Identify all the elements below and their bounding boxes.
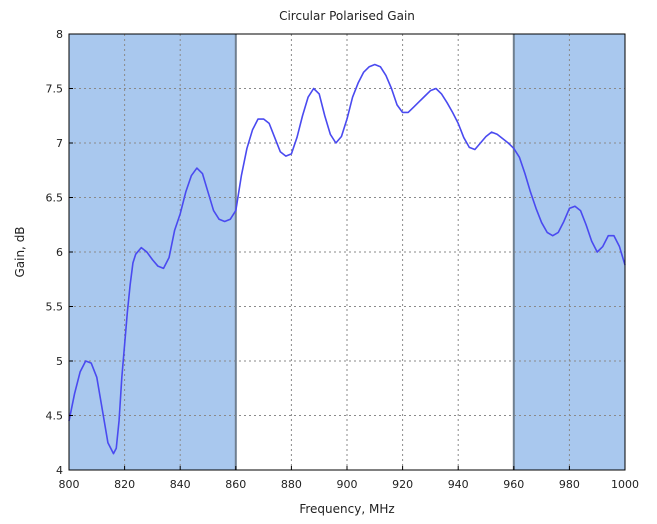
x-tick-label: 860 (225, 478, 246, 491)
x-tick-label: 840 (170, 478, 191, 491)
y-tick-label: 6 (56, 246, 63, 259)
x-tick-label: 920 (392, 478, 413, 491)
x-tick-label: 900 (337, 478, 358, 491)
y-tick-labels: 4 4.5 5 5.5 6 6.5 7 7.5 8 (46, 28, 73, 477)
shaded-band (69, 34, 236, 470)
x-tick-label: 940 (448, 478, 469, 491)
y-tick-label: 7 (56, 137, 63, 150)
x-tick-label: 880 (281, 478, 302, 491)
x-tick-label: 960 (503, 478, 524, 491)
y-tick-label: 4 (56, 464, 63, 477)
y-tick-label: 8 (56, 28, 63, 41)
y-tick-label: 5.5 (46, 301, 64, 314)
band-edges (234, 34, 515, 470)
y-tick-label: 6.5 (46, 192, 64, 205)
y-tick-label: 5 (56, 355, 63, 368)
y-tick-label: 7.5 (46, 83, 64, 96)
x-tick-label: 980 (559, 478, 580, 491)
x-tick-label: 1000 (611, 478, 639, 491)
chart-title: Circular Polarised Gain (279, 9, 415, 23)
series-group (68, 63, 626, 455)
x-tick-label: 820 (114, 478, 135, 491)
gain-series-line (68, 63, 626, 455)
y-axis-label: Gain, dB (13, 226, 27, 277)
x-axis-label: Frequency, MHz (299, 502, 394, 516)
x-tick-label: 800 (59, 478, 80, 491)
x-tick-labels: 800 820 840 860 880 900 920 940 960 980 1000 (59, 466, 639, 491)
y-tick-label: 4.5 (46, 410, 64, 423)
